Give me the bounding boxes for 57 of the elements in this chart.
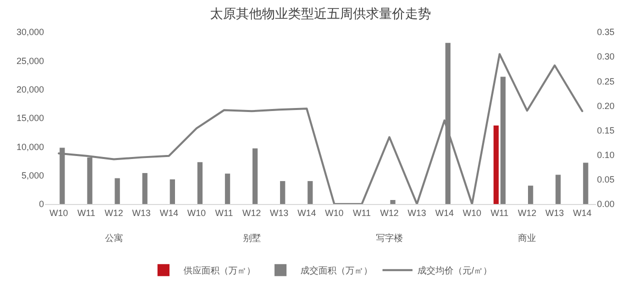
x-tick-label: W11 xyxy=(490,208,508,218)
x-tick-label: W11 xyxy=(77,208,96,218)
text: 写字楼 xyxy=(376,233,403,243)
text: 商业 xyxy=(518,233,536,243)
y2-tick-label: 0.05 xyxy=(597,174,615,185)
x-tick-label: W12 xyxy=(242,208,261,218)
bar xyxy=(252,148,258,204)
y-tick-label: 0 xyxy=(38,199,44,210)
bar xyxy=(197,162,203,204)
legend-label: 成交均价（元/㎡） xyxy=(418,266,492,276)
bar xyxy=(500,76,506,204)
bar xyxy=(142,173,148,204)
x-tick-label: W13 xyxy=(270,208,288,218)
bar xyxy=(224,174,230,204)
y2-tick-label: 0.15 xyxy=(597,125,615,136)
y2-tick-label: 0.25 xyxy=(597,76,615,86)
x-tick-label: W13 xyxy=(408,208,426,218)
x-tick-label: W10 xyxy=(50,208,68,218)
y2-tick-label: 0.35 xyxy=(597,27,615,38)
x-tick-label: W12 xyxy=(518,208,536,218)
chart-title: 太原其他物业类型近五周供求量价走势 xyxy=(210,6,431,22)
legend-label: 供应面积（万㎡） xyxy=(184,266,256,276)
x-tick-label: W12 xyxy=(104,208,124,218)
y-tick-label: 25,000 xyxy=(16,56,44,66)
y-tick-label: 5,000 xyxy=(21,170,44,180)
y2-tick-label: 0.20 xyxy=(597,100,615,111)
text: 别墅 xyxy=(243,233,261,243)
x-tick-label: W11 xyxy=(215,208,233,218)
x-tick-label: W11 xyxy=(352,208,371,218)
x-tick-label: W10 xyxy=(462,208,482,218)
bar xyxy=(114,178,120,204)
x-tick-label: W14 xyxy=(297,208,316,218)
x-tick-label: W14 xyxy=(160,208,178,218)
bar xyxy=(308,181,313,204)
x-tick-label: W13 xyxy=(545,208,564,218)
y-tick-label: 20,000 xyxy=(16,84,44,94)
y-tick-label: 30,000 xyxy=(16,27,44,38)
x-tick-label: W14 xyxy=(572,208,592,218)
y2-tick-label: 0.10 xyxy=(597,150,615,160)
legend-label: 成交面积（万㎡） xyxy=(300,266,372,276)
bar xyxy=(170,179,175,204)
text: 公寓 xyxy=(105,233,123,243)
bar xyxy=(583,162,588,204)
y-tick-label: 15,000 xyxy=(16,113,44,124)
x-tick-label: W12 xyxy=(380,208,399,218)
y2-tick-label: 0.00 xyxy=(597,199,615,210)
y2-tick-label: 0.30 xyxy=(597,52,615,62)
x-tick-label: W10 xyxy=(325,208,344,218)
x-tick-label: W13 xyxy=(132,208,151,218)
x-tick-label: W10 xyxy=(187,208,206,218)
x-tick-label: W14 xyxy=(435,208,454,218)
y-tick-label: 10,000 xyxy=(16,142,44,152)
bar xyxy=(556,174,561,204)
bar xyxy=(280,181,286,204)
bar xyxy=(390,200,396,204)
bar xyxy=(528,186,534,204)
bar xyxy=(494,125,499,204)
